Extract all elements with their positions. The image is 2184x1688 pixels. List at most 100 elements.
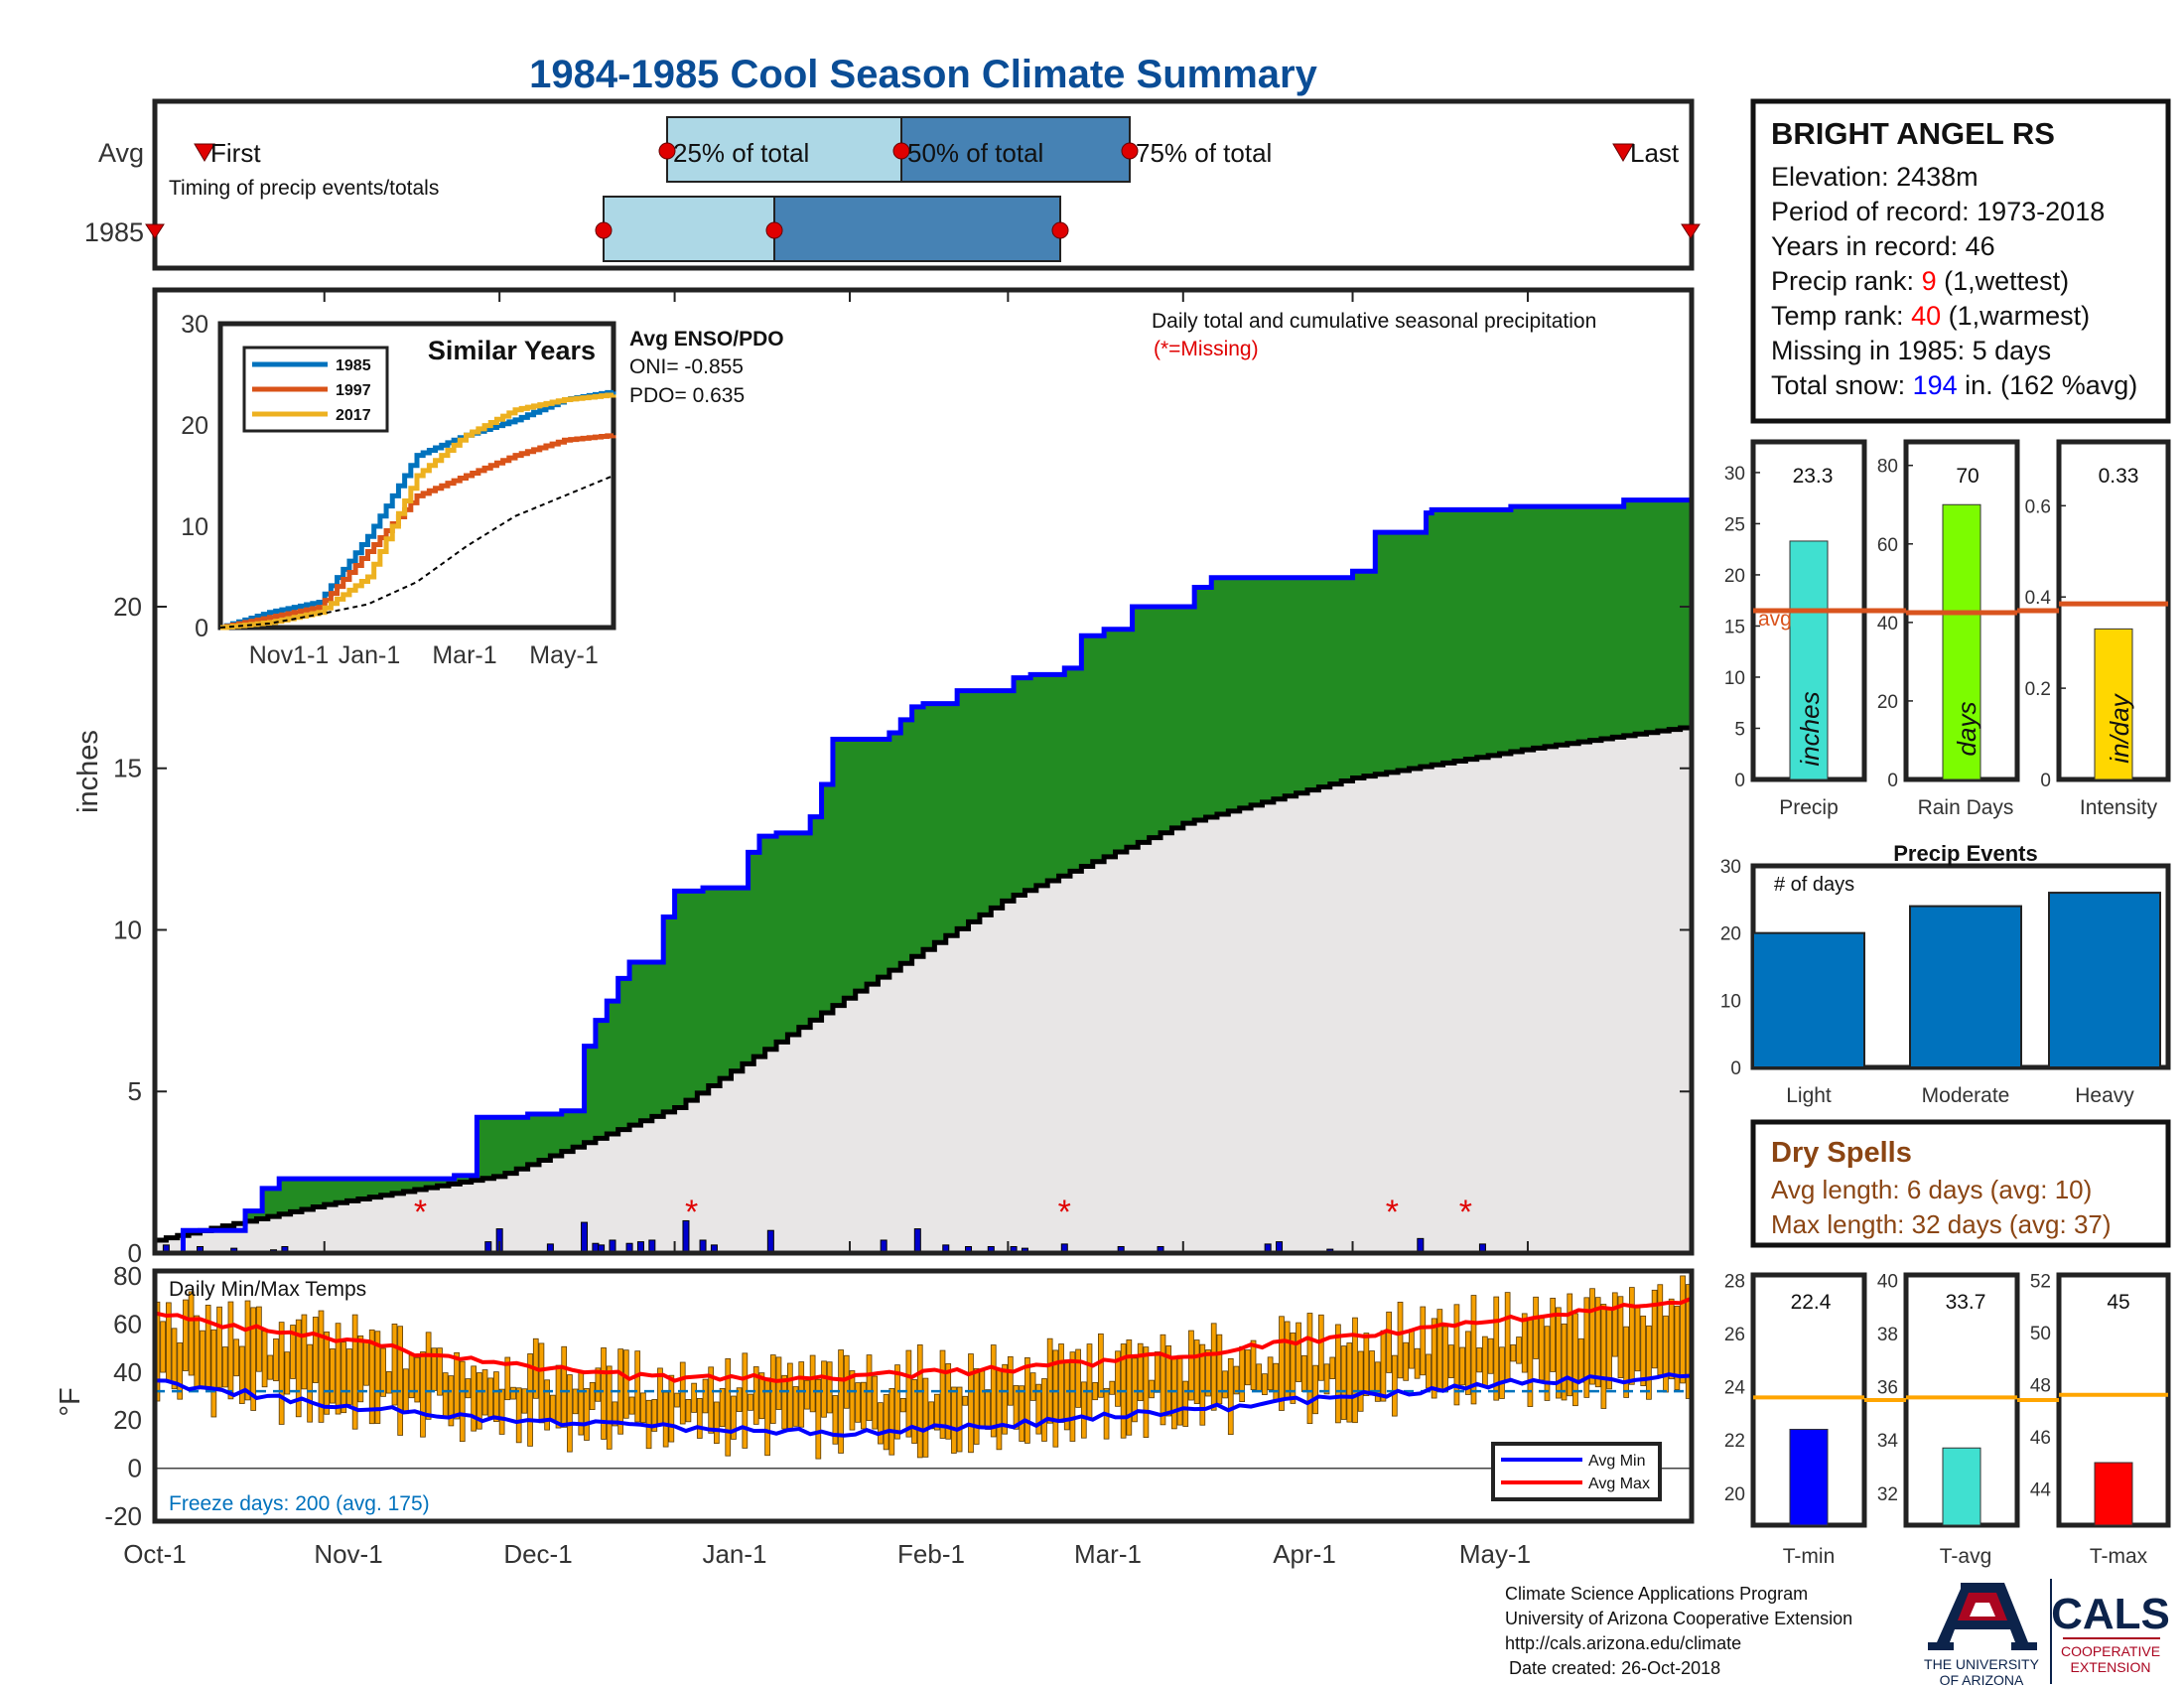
daily-temp-bar [1075,1348,1081,1408]
daily-temp-bar [1459,1346,1465,1386]
inset-plot: 0 10 20 30 [181,311,616,642]
timing-label-50: 50% of total [907,138,1043,168]
temp-rank: Temp rank: 40 (1,warmest) [1771,301,2090,331]
daily-temp-bar [1256,1363,1263,1392]
temp-bar-tick-label: 52 [2030,1271,2051,1292]
daily-precip-bar [766,1229,774,1254]
daily-temp-bar [238,1345,245,1404]
inset-y-tick-label: 10 [181,513,208,541]
daily-temp-bar [748,1393,753,1411]
ua-a-hole-icon [1970,1603,1995,1617]
daily-temp-bar [787,1362,793,1432]
timing-label-25: 25% of total [673,138,809,168]
daily-temp-bar [351,1314,358,1430]
inset-xtick-2: Jan-1 [339,641,401,669]
daily-temp-bar [595,1367,602,1402]
month-label-dec: Dec-1 [503,1539,572,1569]
daily-temp-bar [397,1326,404,1436]
daily-temp-bar [979,1370,986,1428]
pdo-value: PDO= 0.635 [629,384,745,407]
month-axis: Oct-1 Nov-1 Dec-1 Jan-1 Feb-1 Mar-1 Apr-… [123,1539,1531,1569]
daily-temp-bar [622,1349,629,1419]
daily-temp-bar [1086,1343,1093,1420]
daily-temp-bar [1080,1381,1087,1439]
oni-value: ONI= -0.855 [629,355,744,378]
daily-temp-bar [691,1382,697,1413]
daily-temp-bar [731,1395,737,1440]
daily-temp-bar [674,1392,680,1408]
daily-temp-bar [420,1351,426,1438]
daily-temp-bar [561,1345,568,1428]
inset-y-tick-label: 20 [181,412,208,440]
tmax-bar-label: T-max [2090,1545,2148,1568]
daily-temp-bar [335,1323,341,1415]
daily-temp-bar [527,1353,533,1447]
timing-avg-50-marker [892,142,910,160]
daily-temp-bar [521,1388,528,1414]
total-bar-tick-label: 0.2 [2025,679,2051,700]
inset-line-1997 [220,433,616,631]
daily-temp-bar [256,1306,262,1372]
season-temp-bars: 20 22 24 26 28 32 34 36 38 40 44 46 48 50 52 [1724,1271,2171,1528]
missing-markers: * * * * * [414,1194,1472,1231]
inset-y-tick-label: 0 [195,615,208,642]
temp-plot: -20 0 20 40 60 80 [104,1261,1693,1531]
temp-bar-tick-label: 26 [1724,1325,1745,1345]
daily-temp-bar [194,1315,201,1390]
daily-temp-bar [1239,1345,1245,1402]
daily-temp-bar [572,1388,579,1415]
daily-temp-bar [1386,1311,1392,1373]
daily-temp-bar [1420,1306,1427,1376]
daily-temp-bar [792,1386,799,1427]
temp-bar-tick-label: 36 [1877,1378,1898,1399]
temp-y-tick-label: 40 [113,1357,142,1387]
daily-temp-bar [1013,1385,1020,1430]
total-bar-rain-days [1942,503,1981,780]
daily-temp-bar [374,1331,381,1424]
temp-y-tick-label: -20 [104,1501,142,1531]
daily-temp-bar [1391,1354,1398,1417]
precip-y-tick-label: 5 [128,1076,142,1106]
temp-bar-tick-label: 50 [2030,1324,2051,1344]
daily-temp-bar [403,1368,409,1415]
daily-precip-bar [581,1221,589,1254]
daily-temp-bar [1668,1298,1675,1380]
daily-temp-bar [385,1371,392,1394]
total-bar-tick-label: 10 [1724,668,1745,689]
daily-temp-bar [899,1397,906,1413]
month-label-feb: Feb-1 [897,1539,965,1569]
daily-temp-bar [261,1331,268,1388]
daily-temp-bar [685,1399,692,1423]
daily-temp-bar [736,1387,743,1412]
timing-1985-box-25-50 [603,196,775,262]
dry-spells-box: Dry Spells Avg length: 6 days (avg: 10) … [1750,1119,2171,1248]
missing-days: Missing in 1985: 5 days [1771,336,2051,365]
events-y-label: # of days [1774,874,1854,896]
daily-temp-bar [301,1314,308,1390]
daily-temp-bar [1499,1346,1505,1399]
daily-temp-bar [307,1343,313,1423]
temp-bar-tick-label: 28 [1724,1271,1745,1292]
temperature-panel: -20 0 20 40 60 80 Daily Min/Max Temps °F Free… [55,1261,1695,1531]
daily-temp-bar [1464,1331,1471,1395]
precip-bar-value: 23.3 [1793,465,1834,488]
daily-temp-bar [1182,1380,1189,1427]
timing-1985-50-marker [765,221,783,239]
daily-temp-bar [781,1374,788,1430]
daily-temp-bar [324,1332,331,1415]
timing-1985-first-marker [145,223,165,239]
daily-temp-bar [1115,1350,1121,1407]
total-bar-tick-label: 20 [1724,566,1745,587]
daily-temp-bar [804,1379,810,1410]
daily-temp-bar [177,1341,184,1400]
total-bar-tick-label: 20 [1877,692,1898,713]
daily-temp-bar [872,1375,879,1430]
cumulative-1985-line [155,497,1692,1256]
temp-bar-tick-label: 22 [1724,1431,1745,1452]
daily-temp-bar [318,1310,325,1423]
daily-temp-bar [454,1351,460,1420]
dry-spells-frame [1750,1119,2171,1248]
events-cat-heavy: Heavy [2075,1084,2134,1107]
daily-temp-bar [589,1381,596,1411]
